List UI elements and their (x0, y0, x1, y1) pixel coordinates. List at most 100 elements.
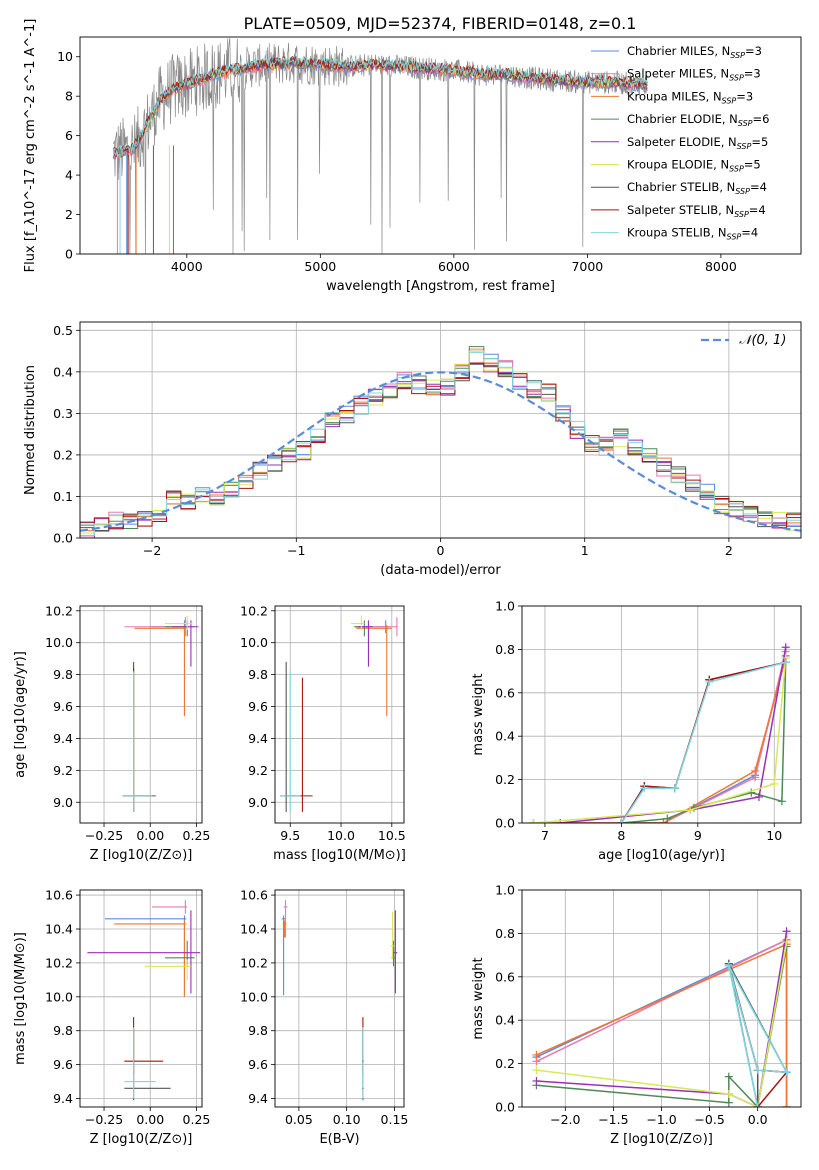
y-tick-label: 0.3 (53, 406, 73, 421)
y-tick-label: 1.0 (495, 599, 515, 614)
y-tick-label: 10.4 (45, 921, 73, 936)
normal-curve (80, 371, 801, 532)
plot-area (112, 38, 648, 254)
x-tick-label: 0.00 (136, 1112, 164, 1127)
x-axis-label: (data-model)/error (380, 563, 501, 578)
mass-weight-line (620, 661, 786, 823)
y-tick-label: 9.8 (248, 1023, 268, 1038)
mass-weight-marker (781, 643, 790, 652)
axes-frame (274, 605, 405, 824)
x-tick-label: 0.25 (183, 828, 211, 843)
axes-frame (521, 605, 802, 824)
x-tick-label: 10 (766, 828, 782, 843)
mass-weight-marker (724, 1089, 733, 1098)
mass-weight-marker (640, 784, 649, 793)
mass-weight-marker (532, 1066, 541, 1075)
y-tick-label: 9.6 (248, 699, 268, 714)
y-tick-label: 9.8 (248, 667, 268, 682)
y-tick-label: 10.6 (240, 888, 268, 903)
y-tick-label: 0.2 (495, 1056, 515, 1071)
legend-entry: 𝒩(0, 1) (739, 333, 786, 348)
mass-weight-marker (782, 1068, 791, 1077)
mass-weight-line (621, 662, 787, 823)
y-tick-label: 9.8 (53, 667, 73, 682)
mass-weight-line (620, 661, 786, 823)
x-tick-label: 7 (541, 828, 549, 843)
y-tick-label: 0.4 (495, 1013, 515, 1028)
x-tick-label: −2 (143, 543, 161, 558)
plot-area (80, 346, 801, 538)
panel-age-vs-mass: 9.5 10.0 10.5 9.0 9.2 9.4 9.6 9.8 10.0 10.2 mass [… (240, 603, 406, 863)
mass-weight-marker (753, 1066, 762, 1075)
panel-spectrum: 4000 5000 6000 7000 8000 0 2 4 6 8 10 wavelength [A… (23, 19, 802, 294)
y-tick-label: 6 (65, 128, 73, 143)
legend-entry: Salpeter ELODIE, NSSP=5 (627, 135, 768, 151)
x-axis-label: Z [log10(Z/Z⊙)] (610, 1132, 713, 1147)
y-tick-label: 9.4 (248, 731, 268, 746)
y-axis-label: Flux [f_λ10^-17 erg cm^-2 s^-1 A^-1] (23, 19, 38, 273)
x-tick-label: 5000 (304, 259, 336, 274)
x-tick-label: 10.0 (327, 828, 355, 843)
legend-entry: Kroupa STELIB, NSSP=4 (627, 226, 758, 242)
y-tick-label: 0.4 (53, 364, 73, 379)
panel-massweight-vs-age: 7 8 9 10 0.0 0.2 0.4 0.6 0.8 1.0 age [log10(age/yr… (471, 599, 802, 863)
x-axis-label: E(B-V) (319, 1132, 359, 1147)
legend-entry: Salpeter MILES, NSSP=3 (627, 67, 761, 83)
mass-weight-marker (782, 1103, 791, 1107)
y-tick-label: 0.1 (53, 489, 73, 504)
y-tick-label: 10.0 (45, 635, 73, 650)
legend-entry: Kroupa ELODIE, NSSP=5 (627, 158, 761, 174)
mass-weight-marker (529, 819, 538, 823)
y-tick-label: 0.8 (495, 642, 515, 657)
panel-residuals: −2 −1 0 1 2 0.0 0.1 0.2 0.3 0.4 0.5 (data-model)/er… (23, 321, 802, 578)
plot-area (529, 643, 790, 823)
mass-weight-marker (705, 677, 714, 686)
y-axis-label: mass weight (471, 957, 486, 1039)
y-tick-label: 10.4 (240, 921, 268, 936)
y-tick-label: 0 (65, 247, 73, 262)
legend-entry: Salpeter STELIB, NSSP=4 (627, 203, 766, 219)
plot-area (87, 900, 201, 1101)
x-tick-label: 0.25 (183, 1112, 211, 1127)
y-tick-label: 10.2 (45, 955, 73, 970)
x-tick-label: −1.5 (598, 1112, 628, 1127)
x-tick-label: 0.15 (381, 1112, 409, 1127)
mass-weight-marker (751, 766, 760, 775)
mass-weight-line (533, 651, 787, 823)
mass-weight-marker (659, 819, 668, 823)
plot-area (281, 900, 398, 1101)
panel-age-vs-Z: −0.25 0.00 0.25 9.0 9.2 9.4 9.6 9.8 10.0 10.2 Z [l… (13, 603, 210, 863)
y-tick-label: 10.0 (240, 989, 268, 1004)
legend-entry: Kroupa MILES, NSSP=3 (627, 89, 753, 105)
x-tick-label: 0 (437, 543, 445, 558)
y-tick-label: 9.6 (53, 1057, 73, 1072)
x-tick-label: −0.25 (85, 1112, 123, 1127)
axes-frame (79, 36, 802, 255)
x-tick-label: 0.10 (333, 1112, 361, 1127)
x-axis-label: mass [log10(M/M⊙)] (273, 848, 406, 863)
y-tick-label: 9.4 (248, 1091, 268, 1106)
x-axis-label: Z [log10(Z/Z⊙)] (90, 1132, 193, 1147)
y-tick-label: 0.0 (495, 1100, 515, 1115)
y-tick-label: 9.2 (53, 763, 73, 778)
y-tick-label: 10.0 (45, 989, 73, 1004)
x-tick-label: 7000 (571, 259, 603, 274)
panel-mass-vs-Z: −0.25 0.00 0.25 9.4 9.6 9.8 10.0 10.2 10.4 10.6 Z … (13, 888, 210, 1147)
x-tick-label: 1 (581, 543, 589, 558)
mass-weight-marker (663, 814, 672, 823)
x-tick-label: −1 (287, 543, 305, 558)
plot-area (532, 927, 791, 1107)
y-tick-label: 9.8 (53, 1023, 73, 1038)
x-tick-label: 10.5 (378, 828, 406, 843)
y-tick-label: 4 (65, 168, 73, 183)
x-tick-label: 2 (725, 543, 733, 558)
plot-area (280, 615, 398, 812)
y-tick-label: 10.0 (240, 635, 268, 650)
mass-weight-marker (532, 1050, 541, 1059)
y-tick-label: 9.2 (248, 763, 268, 778)
mass-weight-marker (617, 819, 626, 823)
x-tick-label: −2.0 (550, 1112, 580, 1127)
x-tick-label: 4000 (171, 259, 203, 274)
y-tick-label: 0.0 (495, 816, 515, 831)
